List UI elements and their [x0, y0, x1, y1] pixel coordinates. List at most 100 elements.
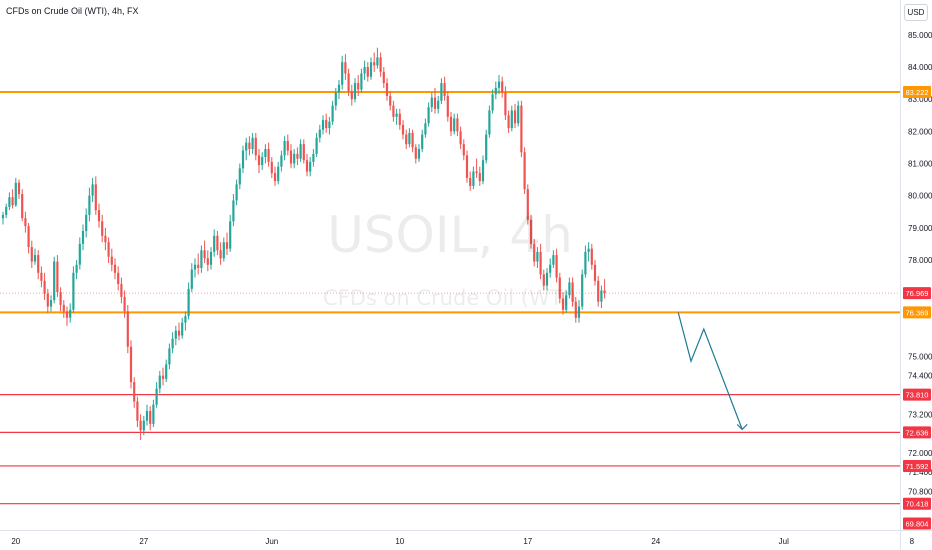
candle-body: [469, 177, 472, 186]
candle-body: [571, 282, 574, 302]
candle-body: [293, 153, 296, 164]
candle-body: [603, 290, 606, 294]
candle-body: [289, 150, 293, 164]
candle-body: [94, 184, 97, 211]
candle-body: [328, 121, 331, 129]
candle-body: [280, 155, 283, 167]
candle-body: [72, 272, 75, 310]
candle-body: [405, 134, 408, 145]
y-tick-label: 80.000: [908, 192, 932, 201]
candle-body: [459, 131, 462, 145]
candle-body: [411, 132, 414, 148]
candle-body: [529, 219, 533, 244]
candle-body: [513, 110, 517, 124]
candle-body: [533, 243, 536, 262]
candle-body: [216, 235, 219, 251]
candle-body: [587, 248, 590, 252]
projection-path[interactable]: [677, 312, 743, 430]
candle-body: [75, 264, 78, 273]
candle-body: [481, 160, 485, 182]
candle-body: [497, 81, 501, 88]
candle-body: [305, 160, 309, 172]
candle-body: [433, 97, 437, 109]
candle-body: [456, 118, 459, 132]
candle-body: [219, 250, 222, 259]
level-price-label: 70.418: [906, 500, 929, 509]
candle-body: [245, 142, 248, 151]
last-price-label: 76.969: [906, 289, 929, 298]
level-price-label: 83.222: [906, 88, 929, 97]
level-price-label: 71.592: [906, 462, 929, 471]
candle-body: [126, 311, 129, 347]
candle-body: [37, 255, 40, 273]
candle-body: [104, 235, 107, 243]
candle-body: [488, 110, 491, 135]
candle-body: [17, 182, 21, 195]
candle-body: [232, 200, 235, 222]
currency-button[interactable]: USD: [904, 4, 928, 21]
y-tick-label: 82.000: [908, 127, 932, 136]
candle-body: [78, 243, 81, 265]
candle-body: [56, 261, 59, 293]
candle-body: [523, 152, 526, 190]
candle-body: [145, 411, 149, 421]
candle-body: [113, 264, 117, 273]
candle-body: [24, 218, 27, 227]
candle-body: [597, 280, 600, 302]
candle-body: [357, 83, 360, 90]
candle-body: [555, 255, 558, 278]
candle-body: [577, 306, 581, 318]
candle-body: [440, 83, 443, 101]
candle-body: [184, 316, 187, 323]
candle-body: [171, 338, 174, 349]
candle-body: [449, 116, 453, 132]
candle-body: [561, 298, 565, 310]
candle-body: [261, 157, 264, 166]
watermark-description: CFDs on Crude Oil (WTI): [323, 286, 577, 310]
x-tick-label: 10: [395, 537, 404, 546]
candle-body: [462, 144, 465, 156]
candle-body: [283, 140, 286, 156]
y-tick-label: 81.000: [908, 159, 932, 168]
candle-body: [475, 171, 478, 174]
candle-body: [81, 230, 85, 244]
candle-body: [382, 71, 385, 84]
candle-body: [417, 149, 421, 159]
candle-body: [238, 168, 241, 185]
candle-body: [248, 142, 251, 149]
candle-body: [421, 134, 424, 149]
candle-body: [85, 214, 88, 231]
level-price-label-bg: [903, 497, 931, 510]
candle-body: [8, 197, 11, 207]
bottom-price-label: 69.804: [906, 519, 929, 528]
candle-body: [296, 153, 299, 159]
candle-body: [472, 171, 475, 186]
y-tick-label: 84.000: [908, 63, 932, 72]
candle-body: [264, 149, 267, 158]
candle-body: [193, 264, 197, 270]
candle-body: [277, 166, 280, 182]
candle-body: [398, 113, 401, 125]
candle-body: [110, 256, 113, 265]
candle-body: [373, 62, 376, 66]
candle-body: [568, 282, 571, 296]
level-price-label: 76.369: [906, 308, 929, 317]
candle-body: [129, 346, 133, 383]
candle-body: [494, 87, 497, 95]
candle-body: [65, 311, 69, 318]
y-tick-label: 78.000: [908, 256, 932, 265]
candle-body: [267, 149, 270, 162]
candle-body: [485, 134, 488, 161]
candle-body: [542, 274, 545, 286]
candle-body: [158, 375, 161, 389]
candle-body: [117, 272, 120, 285]
candle-body: [309, 161, 312, 172]
candle-body: [254, 137, 257, 156]
candle-body: [21, 194, 24, 219]
candle-body: [200, 250, 203, 268]
candle-body: [549, 264, 552, 273]
candle-body: [203, 250, 206, 259]
level-price-label-bg: [903, 459, 931, 472]
y-tick-label: 85.000: [908, 31, 932, 40]
